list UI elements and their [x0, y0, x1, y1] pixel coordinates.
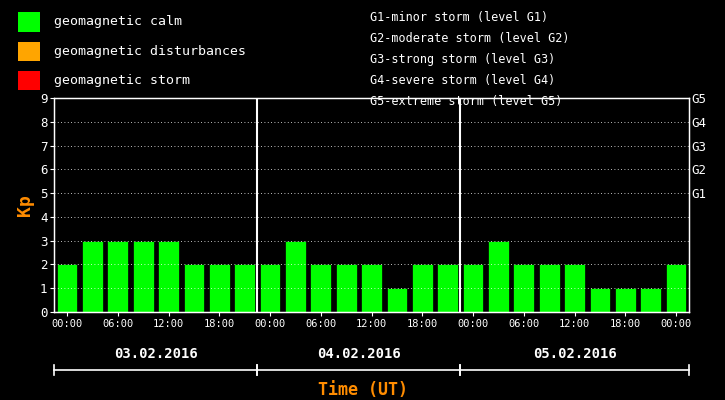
Bar	[260, 264, 281, 312]
Bar	[183, 264, 204, 312]
Text: geomagnetic disturbances: geomagnetic disturbances	[54, 45, 246, 58]
Bar	[107, 241, 128, 312]
Bar	[133, 241, 154, 312]
Y-axis label: Kp: Kp	[17, 194, 34, 216]
Text: G3-strong storm (level G3): G3-strong storm (level G3)	[370, 53, 555, 66]
Text: 05.02.2016: 05.02.2016	[533, 347, 616, 361]
Bar	[412, 264, 433, 312]
Bar	[513, 264, 534, 312]
Bar	[361, 264, 382, 312]
Bar	[285, 241, 306, 312]
Bar	[539, 264, 560, 312]
Bar	[615, 288, 636, 312]
Bar	[488, 241, 509, 312]
Bar	[437, 264, 458, 312]
Text: G2-moderate storm (level G2): G2-moderate storm (level G2)	[370, 32, 569, 45]
Text: geomagnetic storm: geomagnetic storm	[54, 74, 191, 87]
Text: G4-severe storm (level G4): G4-severe storm (level G4)	[370, 74, 555, 87]
Bar	[640, 288, 661, 312]
Bar	[209, 264, 230, 312]
Text: G1-minor storm (level G1): G1-minor storm (level G1)	[370, 12, 548, 24]
Bar	[234, 264, 255, 312]
Bar	[158, 241, 179, 312]
Bar	[386, 288, 407, 312]
Bar	[310, 264, 331, 312]
Bar	[336, 264, 357, 312]
Bar	[82, 241, 103, 312]
Text: G5-extreme storm (level G5): G5-extreme storm (level G5)	[370, 95, 562, 108]
Text: 03.02.2016: 03.02.2016	[114, 347, 198, 361]
Text: 04.02.2016: 04.02.2016	[317, 347, 401, 361]
Bar	[57, 264, 78, 312]
Bar	[564, 264, 585, 312]
Text: geomagnetic calm: geomagnetic calm	[54, 16, 183, 28]
Text: Time (UT): Time (UT)	[318, 381, 407, 399]
Bar	[589, 288, 610, 312]
Bar	[666, 264, 687, 312]
Bar	[463, 264, 484, 312]
